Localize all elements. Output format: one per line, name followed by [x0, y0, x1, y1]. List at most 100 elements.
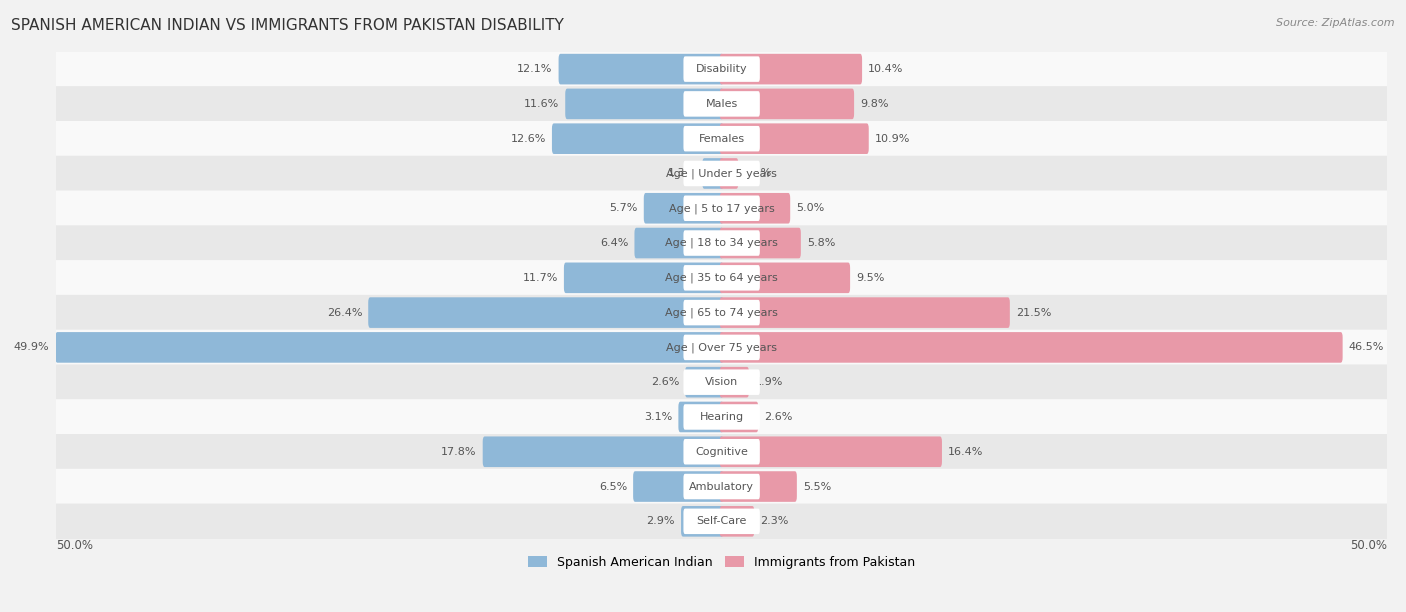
FancyBboxPatch shape [720, 158, 738, 188]
FancyBboxPatch shape [720, 263, 851, 293]
FancyBboxPatch shape [634, 228, 724, 258]
Text: 5.7%: 5.7% [609, 203, 638, 213]
FancyBboxPatch shape [720, 193, 790, 223]
Text: 50.0%: 50.0% [56, 539, 93, 553]
FancyBboxPatch shape [56, 330, 1388, 365]
FancyBboxPatch shape [482, 436, 724, 467]
FancyBboxPatch shape [565, 89, 724, 119]
Text: 2.9%: 2.9% [647, 517, 675, 526]
FancyBboxPatch shape [720, 297, 1010, 328]
Text: Ambulatory: Ambulatory [689, 482, 754, 491]
FancyBboxPatch shape [558, 54, 724, 84]
Text: Vision: Vision [704, 377, 738, 387]
FancyBboxPatch shape [564, 263, 724, 293]
Text: 49.9%: 49.9% [14, 342, 49, 353]
Text: Source: ZipAtlas.com: Source: ZipAtlas.com [1277, 18, 1395, 28]
FancyBboxPatch shape [720, 436, 942, 467]
FancyBboxPatch shape [683, 91, 759, 117]
Text: 5.0%: 5.0% [796, 203, 824, 213]
FancyBboxPatch shape [720, 124, 869, 154]
Text: 26.4%: 26.4% [326, 308, 363, 318]
FancyBboxPatch shape [703, 158, 724, 188]
FancyBboxPatch shape [720, 367, 749, 397]
FancyBboxPatch shape [683, 126, 759, 151]
Text: 11.7%: 11.7% [523, 273, 558, 283]
FancyBboxPatch shape [553, 124, 724, 154]
FancyBboxPatch shape [55, 332, 724, 363]
Text: 10.4%: 10.4% [868, 64, 904, 74]
Text: 6.5%: 6.5% [599, 482, 627, 491]
Text: Males: Males [706, 99, 738, 109]
FancyBboxPatch shape [683, 439, 759, 465]
FancyBboxPatch shape [720, 54, 862, 84]
FancyBboxPatch shape [56, 155, 1388, 191]
FancyBboxPatch shape [720, 228, 801, 258]
FancyBboxPatch shape [683, 161, 759, 186]
FancyBboxPatch shape [56, 86, 1388, 122]
FancyBboxPatch shape [56, 260, 1388, 296]
FancyBboxPatch shape [56, 364, 1388, 400]
FancyBboxPatch shape [683, 509, 759, 534]
FancyBboxPatch shape [683, 335, 759, 360]
Text: 5.5%: 5.5% [803, 482, 831, 491]
FancyBboxPatch shape [56, 121, 1388, 157]
Text: 9.5%: 9.5% [856, 273, 884, 283]
Text: 1.1%: 1.1% [744, 168, 772, 179]
FancyBboxPatch shape [56, 434, 1388, 469]
Text: 2.6%: 2.6% [765, 412, 793, 422]
Text: 50.0%: 50.0% [1350, 539, 1388, 553]
Text: Age | 18 to 34 years: Age | 18 to 34 years [665, 238, 778, 248]
Text: 17.8%: 17.8% [441, 447, 477, 457]
Text: 12.6%: 12.6% [510, 133, 546, 144]
FancyBboxPatch shape [683, 230, 759, 256]
Text: 2.6%: 2.6% [651, 377, 679, 387]
FancyBboxPatch shape [720, 332, 1343, 363]
FancyBboxPatch shape [683, 370, 759, 395]
FancyBboxPatch shape [56, 469, 1388, 504]
FancyBboxPatch shape [683, 474, 759, 499]
FancyBboxPatch shape [683, 404, 759, 430]
FancyBboxPatch shape [681, 506, 724, 537]
Text: 6.4%: 6.4% [600, 238, 628, 248]
FancyBboxPatch shape [685, 367, 724, 397]
Text: Age | 5 to 17 years: Age | 5 to 17 years [669, 203, 775, 214]
FancyBboxPatch shape [56, 225, 1388, 261]
FancyBboxPatch shape [683, 300, 759, 326]
Text: SPANISH AMERICAN INDIAN VS IMMIGRANTS FROM PAKISTAN DISABILITY: SPANISH AMERICAN INDIAN VS IMMIGRANTS FR… [11, 18, 564, 34]
Text: Hearing: Hearing [700, 412, 744, 422]
Text: Cognitive: Cognitive [695, 447, 748, 457]
FancyBboxPatch shape [678, 401, 724, 432]
Text: 9.8%: 9.8% [860, 99, 889, 109]
Text: Age | 35 to 64 years: Age | 35 to 64 years [665, 272, 778, 283]
FancyBboxPatch shape [720, 506, 754, 537]
Text: 2.3%: 2.3% [761, 517, 789, 526]
FancyBboxPatch shape [683, 56, 759, 82]
FancyBboxPatch shape [720, 401, 758, 432]
Text: Disability: Disability [696, 64, 748, 74]
FancyBboxPatch shape [56, 504, 1388, 539]
Text: Age | 65 to 74 years: Age | 65 to 74 years [665, 307, 778, 318]
Text: Age | Over 75 years: Age | Over 75 years [666, 342, 778, 353]
Legend: Spanish American Indian, Immigrants from Pakistan: Spanish American Indian, Immigrants from… [523, 551, 920, 574]
Text: 1.9%: 1.9% [755, 377, 783, 387]
FancyBboxPatch shape [683, 265, 759, 291]
Text: 11.6%: 11.6% [524, 99, 560, 109]
FancyBboxPatch shape [720, 89, 853, 119]
Text: 10.9%: 10.9% [875, 133, 910, 144]
FancyBboxPatch shape [368, 297, 724, 328]
Text: 16.4%: 16.4% [948, 447, 983, 457]
Text: 5.8%: 5.8% [807, 238, 835, 248]
Text: 1.3%: 1.3% [668, 168, 696, 179]
Text: Self-Care: Self-Care [696, 517, 747, 526]
FancyBboxPatch shape [633, 471, 724, 502]
Text: 12.1%: 12.1% [517, 64, 553, 74]
FancyBboxPatch shape [720, 471, 797, 502]
Text: 21.5%: 21.5% [1015, 308, 1052, 318]
FancyBboxPatch shape [683, 195, 759, 221]
FancyBboxPatch shape [644, 193, 724, 223]
Text: Age | Under 5 years: Age | Under 5 years [666, 168, 778, 179]
Text: Females: Females [699, 133, 745, 144]
Text: 3.1%: 3.1% [644, 412, 672, 422]
FancyBboxPatch shape [56, 295, 1388, 330]
FancyBboxPatch shape [56, 399, 1388, 435]
